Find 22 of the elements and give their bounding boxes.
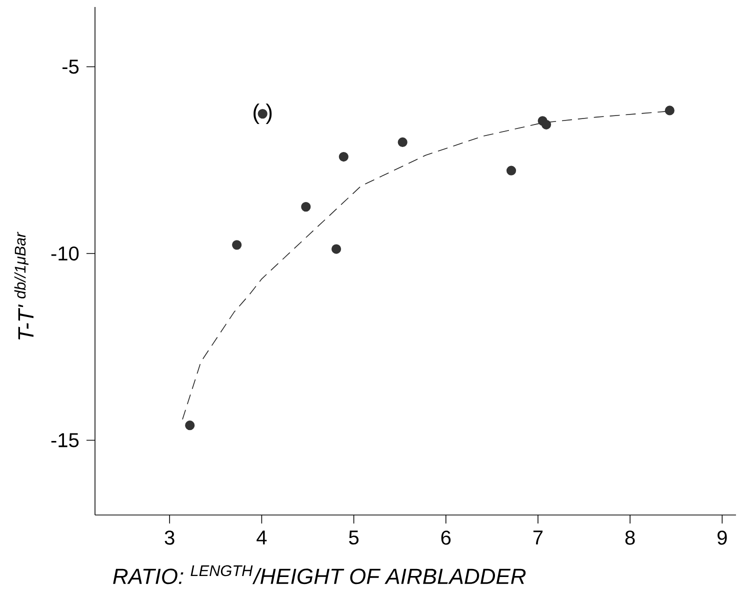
y-tick-label: -15 [51, 433, 79, 448]
point [541, 120, 552, 130]
x-tick-label: 4 [256, 530, 267, 544]
point [338, 152, 348, 162]
x-tick-label: 8 [625, 530, 635, 545]
point [664, 106, 674, 116]
x-tick-label: 3 [164, 530, 174, 545]
y-tick-label: -10 [51, 246, 79, 261]
point [506, 166, 516, 176]
y-axis-title: T-T' $^{db//1μBar}$ [14, 232, 34, 340]
annotation: ( ) [254, 104, 272, 124]
point [185, 420, 195, 430]
point [331, 244, 342, 254]
point [398, 137, 408, 148]
x-tick-label: 7 [533, 530, 543, 544]
x-tick-label: 6 [441, 530, 451, 545]
point [301, 202, 311, 212]
x-tick-label: 5 [349, 530, 359, 545]
x-tick-label: 9 [718, 530, 727, 545]
y-tick-label: -5 [62, 60, 79, 74]
x-axis-title: RATIO: $^{LENGTH}$/HEIGHT OF AIRBLADDER [113, 565, 526, 584]
point [232, 240, 242, 250]
